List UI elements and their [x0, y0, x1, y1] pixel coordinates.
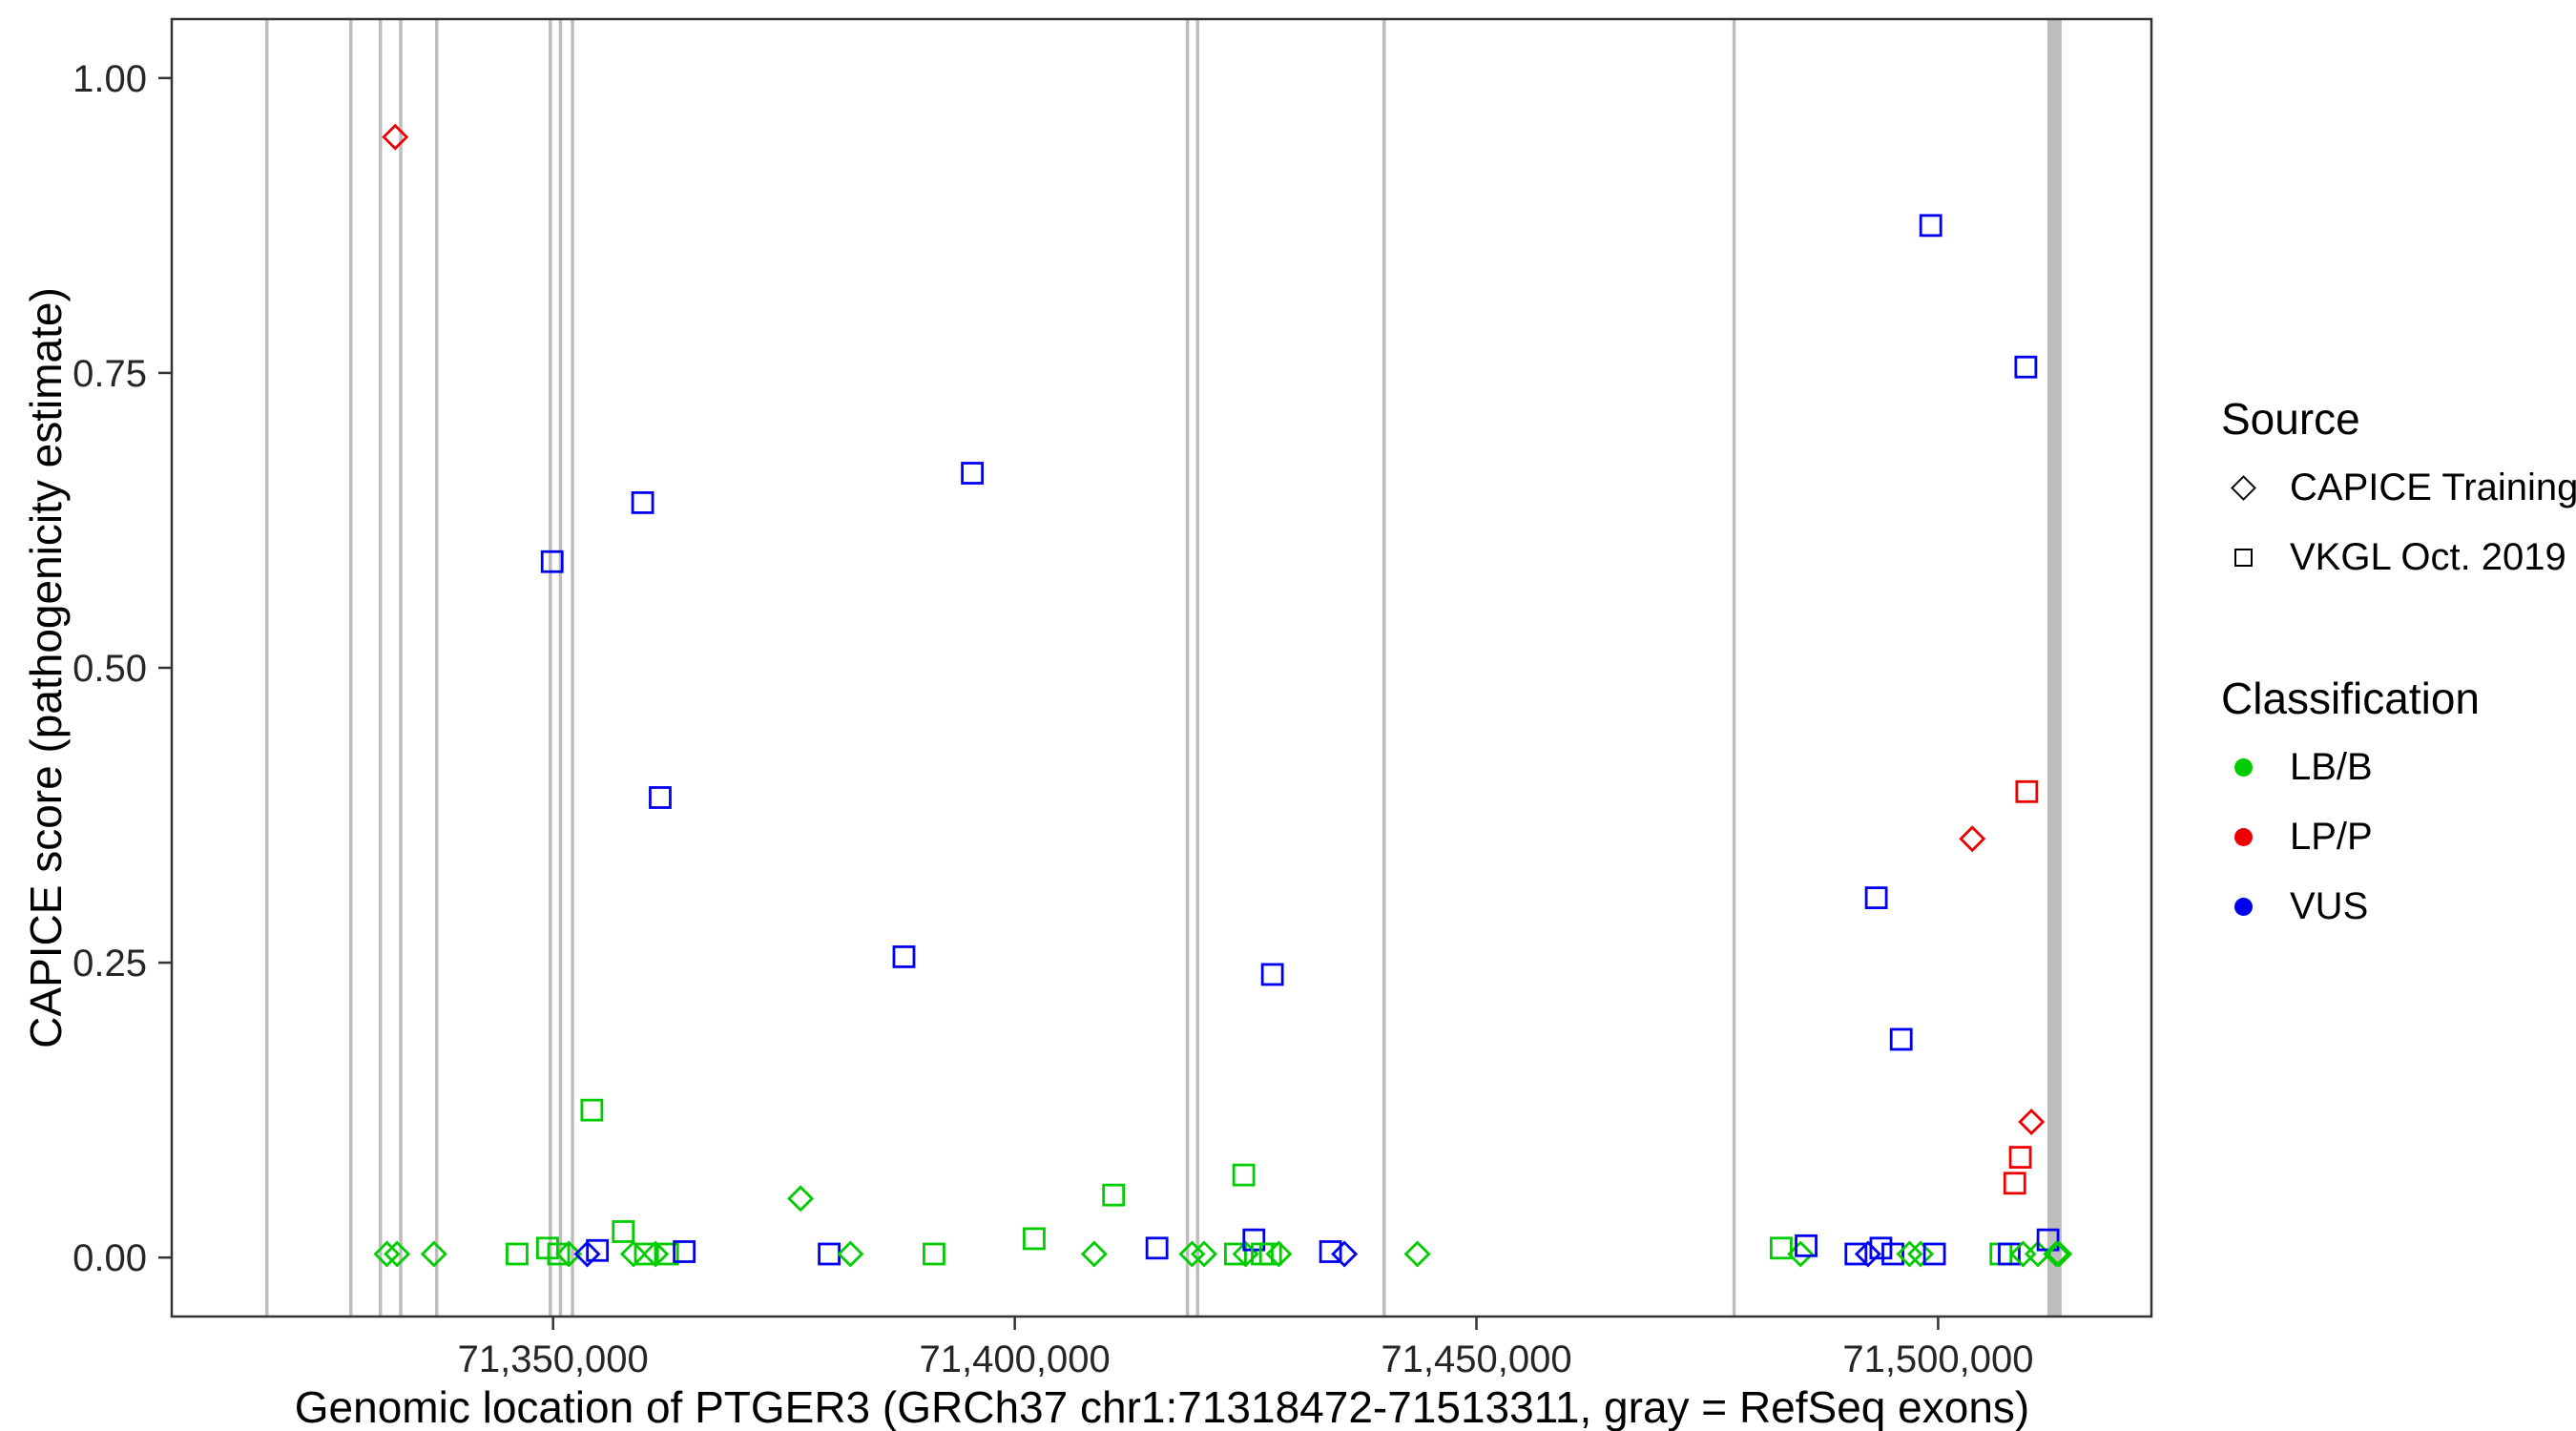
- x-tick-label: 71,450,000: [1381, 1338, 1571, 1380]
- legend-source-title: Source: [2221, 393, 2360, 444]
- x-tick-label: 71,400,000: [920, 1338, 1111, 1380]
- data-point-diamond: [1331, 1240, 1359, 1268]
- data-point-diamond: [642, 1240, 670, 1268]
- data-point-diamond: [787, 1185, 815, 1213]
- data-point-square: [1770, 1236, 1793, 1260]
- data-point-diamond: [1265, 1240, 1293, 1268]
- blue-dot-icon: [2221, 898, 2265, 916]
- legend-dot: [2233, 898, 2253, 916]
- legend-item-vkgl: VKGL Oct. 2019: [2221, 523, 2576, 592]
- data-point-square: [1224, 1242, 1247, 1266]
- y-tick-label: 0.25: [73, 943, 147, 985]
- data-point-square: [1864, 886, 1888, 909]
- x-axis-title: Genomic location of PTGER3 (GRCh37 chr1:…: [294, 1382, 2030, 1431]
- data-point-diamond: [2009, 1240, 2037, 1268]
- y-tick-label: 0.50: [73, 648, 147, 690]
- data-point-square: [649, 786, 672, 809]
- data-point-square: [2014, 355, 2038, 379]
- data-point-square: [547, 1242, 571, 1266]
- data-point-diamond: [382, 123, 409, 151]
- data-point-square: [634, 1242, 657, 1266]
- data-point-diamond: [2018, 1108, 2046, 1136]
- data-point-diamond: [384, 1240, 411, 1268]
- data-point-diamond: [2024, 1240, 2051, 1268]
- data-point-diamond: [1907, 1240, 1935, 1268]
- data-point-square: [892, 945, 916, 968]
- legend-item-label: LB/B: [2290, 746, 2373, 788]
- data-point-diamond: [2046, 1240, 2073, 1268]
- y-axis-title: CAPICE score (pathogenicity estimate): [21, 287, 71, 1048]
- data-point-square: [1998, 1242, 2021, 1266]
- data-point-square: [1258, 1242, 1282, 1266]
- data-point-square: [2003, 1172, 2026, 1195]
- plot-panel: [172, 19, 2151, 1317]
- legend-classification-title: Classification: [2221, 673, 2480, 723]
- legend: Source CAPICE Training VKGL Oct. 2019 Cl…: [2221, 384, 2576, 942]
- data-point-square: [1881, 1242, 1904, 1266]
- data-point-square: [655, 1242, 679, 1266]
- legend-classification-group: Classification LB/B LP/P VUS: [2221, 663, 2576, 942]
- y-tick-label: 1.00: [73, 58, 147, 100]
- data-point-square: [1919, 214, 1942, 238]
- data-point-diamond: [619, 1240, 647, 1268]
- data-point-square: [961, 462, 984, 485]
- data-point-diamond: [1959, 825, 1986, 853]
- diamond-icon: [2221, 475, 2265, 501]
- data-point-diamond: [1403, 1240, 1431, 1268]
- legend-item-lbb: LB/B: [2221, 733, 2576, 802]
- data-point-diamond: [555, 1240, 583, 1268]
- legend-source-group: Source CAPICE Training VKGL Oct. 2019: [2221, 384, 2576, 592]
- legend-item-label: VKGL Oct. 2019: [2290, 536, 2566, 578]
- data-point-square: [1319, 1240, 1342, 1263]
- legend-dot: [2233, 828, 2253, 846]
- red-dot-icon: [2221, 828, 2265, 846]
- data-point-square: [631, 491, 654, 514]
- legend-item-vus: VUS: [2221, 872, 2576, 942]
- data-point-diamond: [837, 1240, 864, 1268]
- data-point-diamond: [1191, 1240, 1218, 1268]
- data-point-square: [506, 1242, 529, 1266]
- legend-item-label: LP/P: [2290, 816, 2373, 858]
- data-point-square: [2015, 779, 2039, 803]
- x-tick-label: 71,500,000: [1842, 1338, 2033, 1380]
- data-point-square: [580, 1098, 604, 1122]
- legend-item-capice-training: CAPICE Training: [2221, 453, 2576, 523]
- x-tick-label: 71,350,000: [458, 1338, 649, 1380]
- legend-item-label: VUS: [2290, 885, 2369, 927]
- legend-item-lpp: LP/P: [2221, 802, 2576, 872]
- data-point-square: [1102, 1183, 1126, 1207]
- data-point-square: [1260, 963, 1284, 986]
- data-point-square: [1844, 1242, 1868, 1266]
- data-point-square: [540, 550, 564, 573]
- data-point-square: [1922, 1242, 1946, 1266]
- data-point-square: [1023, 1227, 1046, 1251]
- square-icon: [2221, 549, 2265, 567]
- data-point-diamond: [420, 1240, 447, 1268]
- data-point-diamond: [1854, 1240, 1881, 1268]
- legend-item-label: CAPICE Training: [2290, 467, 2576, 508]
- legend-dot: [2233, 758, 2253, 777]
- data-point-square: [1889, 1027, 1913, 1051]
- data-point-diamond: [2043, 1240, 2070, 1268]
- green-dot-icon: [2221, 758, 2265, 777]
- y-tick-label: 0.75: [73, 353, 147, 395]
- data-point-square: [1232, 1163, 1256, 1187]
- data-point-square: [1795, 1234, 1818, 1257]
- data-point-square: [612, 1220, 635, 1243]
- data-point-square: [673, 1240, 696, 1263]
- y-tick-label: 0.00: [73, 1237, 147, 1279]
- data-point-square: [923, 1242, 945, 1266]
- data-point-square: [1869, 1236, 1893, 1260]
- data-point-diamond: [1080, 1240, 1108, 1268]
- data-point-square: [1145, 1236, 1169, 1260]
- data-point-square: [586, 1238, 610, 1262]
- data-point-square: [1242, 1228, 1266, 1252]
- data-point-square: [2008, 1146, 2032, 1169]
